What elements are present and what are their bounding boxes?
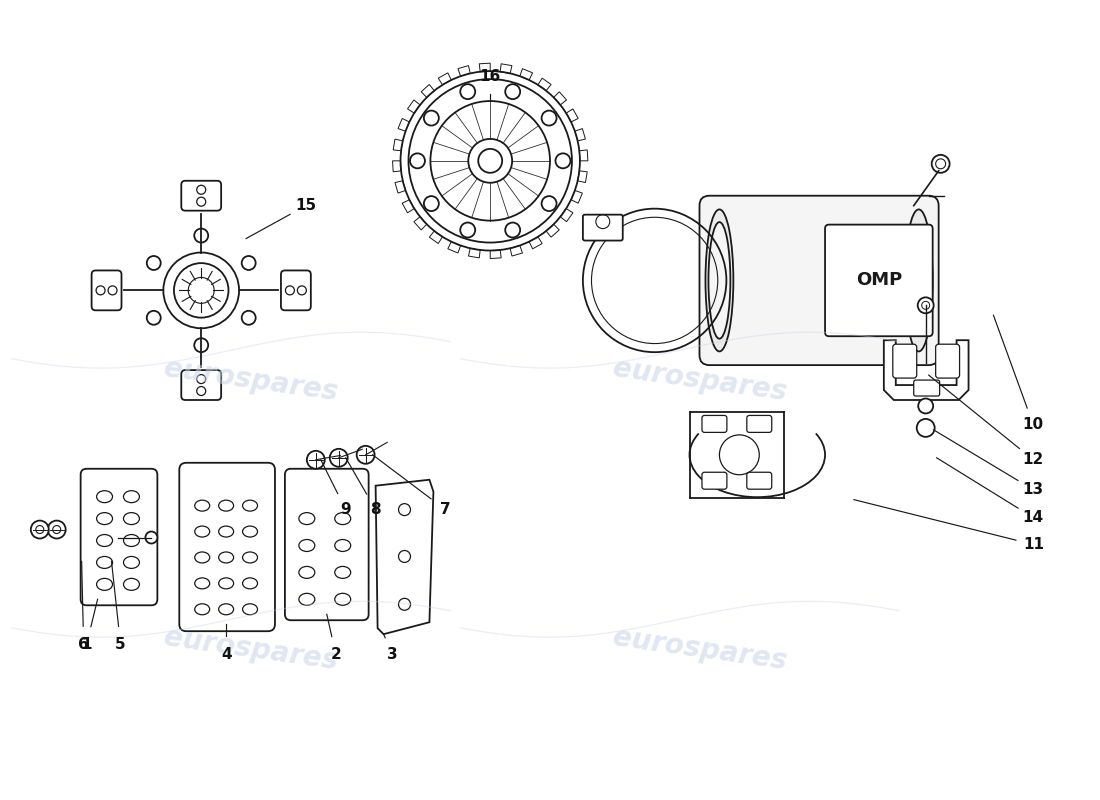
FancyBboxPatch shape <box>91 270 121 310</box>
Circle shape <box>505 222 520 238</box>
Polygon shape <box>510 246 522 256</box>
Polygon shape <box>538 78 551 90</box>
Text: 8: 8 <box>371 502 381 517</box>
Text: 5: 5 <box>116 637 125 652</box>
Polygon shape <box>546 224 559 237</box>
Polygon shape <box>395 181 406 193</box>
Polygon shape <box>438 73 451 85</box>
FancyBboxPatch shape <box>285 469 369 620</box>
Polygon shape <box>469 248 481 258</box>
FancyBboxPatch shape <box>702 472 727 489</box>
Polygon shape <box>448 242 461 253</box>
Polygon shape <box>883 340 968 400</box>
Polygon shape <box>571 190 582 203</box>
FancyBboxPatch shape <box>179 462 275 631</box>
Text: 11: 11 <box>1023 537 1044 552</box>
Text: 14: 14 <box>1023 510 1044 525</box>
Circle shape <box>541 110 557 126</box>
Text: 10: 10 <box>1023 418 1044 433</box>
Text: eurospares: eurospares <box>162 354 340 406</box>
Circle shape <box>505 84 520 99</box>
Polygon shape <box>560 209 573 222</box>
Circle shape <box>424 196 439 211</box>
Ellipse shape <box>708 222 730 338</box>
Polygon shape <box>566 109 579 122</box>
Text: 6: 6 <box>78 637 89 652</box>
Text: 16: 16 <box>480 69 501 84</box>
Ellipse shape <box>905 210 933 351</box>
Polygon shape <box>480 63 491 72</box>
Circle shape <box>424 110 439 126</box>
Polygon shape <box>421 85 434 98</box>
Text: eurospares: eurospares <box>610 623 789 675</box>
Circle shape <box>916 419 935 437</box>
FancyBboxPatch shape <box>747 415 772 432</box>
FancyBboxPatch shape <box>702 415 727 432</box>
FancyBboxPatch shape <box>583 214 623 241</box>
Circle shape <box>242 256 255 270</box>
FancyBboxPatch shape <box>182 181 221 210</box>
Polygon shape <box>529 237 542 249</box>
Circle shape <box>195 338 208 352</box>
Circle shape <box>145 531 157 543</box>
Text: 9: 9 <box>340 502 351 517</box>
Circle shape <box>146 256 161 270</box>
FancyBboxPatch shape <box>893 344 916 378</box>
Circle shape <box>31 521 48 538</box>
Circle shape <box>460 84 475 99</box>
Text: eurospares: eurospares <box>162 623 340 675</box>
Polygon shape <box>553 92 566 105</box>
Polygon shape <box>393 139 403 150</box>
FancyBboxPatch shape <box>914 380 939 396</box>
Polygon shape <box>393 161 402 172</box>
Circle shape <box>556 154 571 168</box>
Text: 13: 13 <box>1023 482 1044 497</box>
Text: OMP: OMP <box>856 271 902 290</box>
Polygon shape <box>398 118 409 131</box>
FancyBboxPatch shape <box>280 270 311 310</box>
Ellipse shape <box>705 210 734 351</box>
Polygon shape <box>407 100 420 113</box>
Text: 3: 3 <box>387 646 398 662</box>
FancyBboxPatch shape <box>182 370 221 400</box>
Circle shape <box>146 311 161 325</box>
Circle shape <box>918 398 933 414</box>
FancyBboxPatch shape <box>80 469 157 606</box>
Polygon shape <box>580 150 587 161</box>
Polygon shape <box>429 231 442 243</box>
Polygon shape <box>520 69 532 80</box>
Polygon shape <box>575 129 585 141</box>
Circle shape <box>932 155 949 173</box>
Circle shape <box>541 196 557 211</box>
Circle shape <box>356 446 375 464</box>
Circle shape <box>410 154 425 168</box>
Polygon shape <box>578 171 587 182</box>
FancyBboxPatch shape <box>936 344 959 378</box>
Text: 7: 7 <box>440 502 451 517</box>
Circle shape <box>330 449 348 466</box>
Text: 15: 15 <box>295 198 317 213</box>
Circle shape <box>307 451 324 469</box>
Circle shape <box>917 298 934 314</box>
Polygon shape <box>458 66 471 76</box>
Text: eurospares: eurospares <box>610 354 789 406</box>
Circle shape <box>195 229 208 242</box>
FancyBboxPatch shape <box>825 225 933 336</box>
Text: 1: 1 <box>81 637 92 652</box>
Circle shape <box>242 311 255 325</box>
Circle shape <box>47 521 66 538</box>
Polygon shape <box>491 250 502 258</box>
Circle shape <box>460 222 475 238</box>
Text: 4: 4 <box>221 646 231 662</box>
Polygon shape <box>414 217 427 230</box>
FancyBboxPatch shape <box>700 196 938 365</box>
Polygon shape <box>403 200 415 213</box>
Polygon shape <box>500 64 512 74</box>
Text: 12: 12 <box>1023 452 1044 467</box>
FancyBboxPatch shape <box>747 472 772 489</box>
Polygon shape <box>375 480 433 634</box>
Text: 2: 2 <box>330 646 341 662</box>
